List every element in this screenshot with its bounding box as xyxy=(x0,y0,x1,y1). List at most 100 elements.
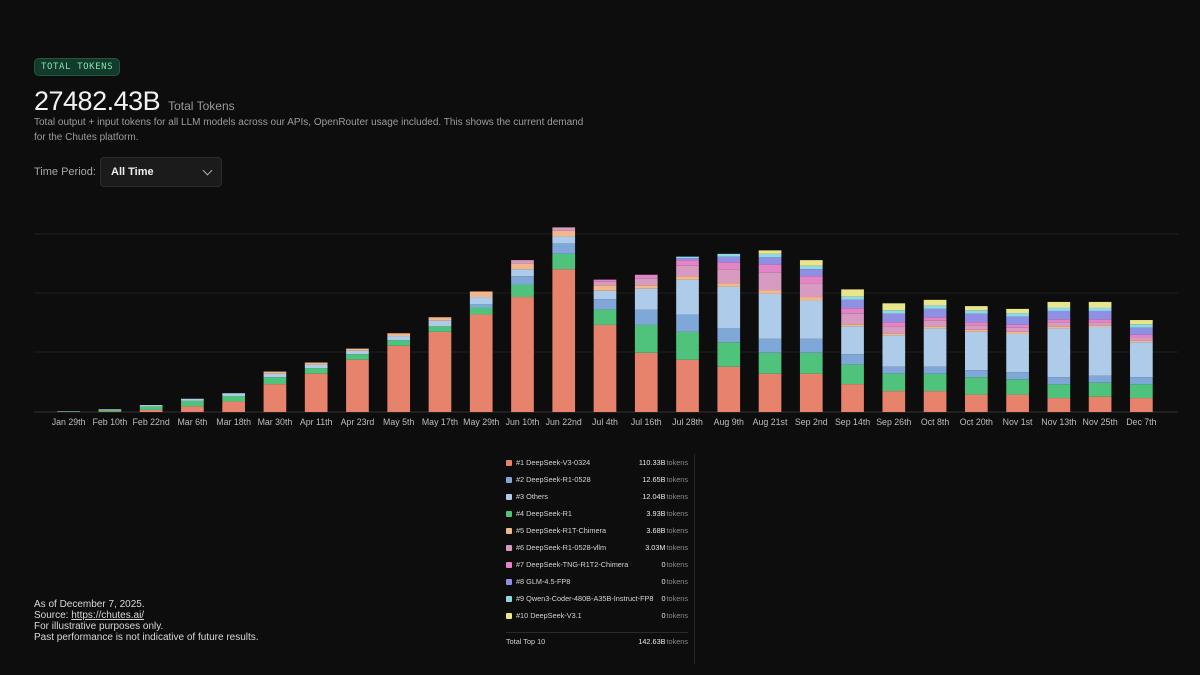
bar-segment xyxy=(964,331,988,371)
bar-segment xyxy=(1047,326,1071,329)
bar-segment xyxy=(1088,301,1112,308)
legend-swatch xyxy=(506,476,512,483)
x-tick-label: Nov 13th xyxy=(1041,417,1076,427)
x-tick-label: Nov 1st xyxy=(1003,417,1033,427)
bar-segment xyxy=(1088,310,1112,320)
footer-notes: As of December 7, 2025. Source: https://… xyxy=(34,599,259,643)
bar-segment xyxy=(469,307,493,315)
bar-segment xyxy=(304,373,328,412)
headline: 27482.43B Total Tokens xyxy=(34,86,235,117)
bar-segment xyxy=(98,409,122,412)
x-tick-label: Oct 8th xyxy=(921,417,949,427)
bar-segment xyxy=(1006,308,1029,314)
bar-segment xyxy=(923,308,947,318)
bar-segment xyxy=(799,338,823,353)
legend-label: #9 Qwen3-Coder-480B-A35B-Instruct-FP8 xyxy=(516,594,654,603)
x-tick-label: Sep 26th xyxy=(876,417,911,427)
bar-segment xyxy=(428,326,452,332)
total-tokens-label: Total Tokens xyxy=(168,99,235,113)
bar-segment xyxy=(799,276,823,284)
bar-segment xyxy=(1088,382,1112,397)
bar-segment xyxy=(593,281,617,286)
source-link[interactable]: https://chutes.ai/ xyxy=(71,610,145,621)
bar-segment xyxy=(1088,327,1112,376)
legend-label: #7 DeepSeek-TNG-R1T2-Chimera xyxy=(516,560,629,569)
bar-segment xyxy=(717,328,741,343)
x-tick-label: Jul 4th xyxy=(592,417,618,427)
time-period-select[interactable]: All Time xyxy=(100,157,222,187)
bar-segment xyxy=(222,395,246,402)
legend-unit: tokens xyxy=(666,526,689,535)
bar-segment xyxy=(511,260,534,264)
bar-segment xyxy=(387,336,411,341)
legend-label: #8 GLM-4.5-FP8 xyxy=(516,577,571,586)
bar-segment xyxy=(1088,375,1112,383)
bar-segment xyxy=(799,269,823,277)
x-tick-label: May 5th xyxy=(383,417,414,427)
bar-segment xyxy=(758,272,782,291)
bar-segment xyxy=(593,290,617,300)
legend-swatch xyxy=(506,459,512,466)
bar-segment xyxy=(263,384,287,412)
bar-segment xyxy=(1006,313,1029,317)
bar-segment xyxy=(552,227,576,231)
bar-segment xyxy=(923,373,947,392)
bar-segment xyxy=(882,366,906,374)
total-tokens-badge: TOTAL TOKENS xyxy=(34,58,121,76)
bar-segment xyxy=(923,326,947,329)
bar-segment xyxy=(1130,324,1153,328)
bar-segment xyxy=(1088,396,1112,412)
bar-segment xyxy=(1006,331,1029,334)
bar-segment xyxy=(923,320,947,327)
bar-segment xyxy=(841,364,864,385)
bar-segment xyxy=(799,352,823,374)
bar-segment xyxy=(882,310,906,314)
bar-segment xyxy=(717,256,741,263)
bar-segment xyxy=(1088,319,1112,323)
bar-segment xyxy=(469,297,493,305)
bar-segment xyxy=(139,409,163,412)
bar-segment xyxy=(139,406,163,410)
legend-swatch xyxy=(506,612,512,619)
bar-segment xyxy=(634,288,658,310)
legend-swatch xyxy=(506,544,512,551)
legend-unit: tokens xyxy=(666,560,689,569)
bar-segment xyxy=(758,253,782,258)
legend-swatch xyxy=(506,493,512,500)
bar-segment xyxy=(923,328,947,367)
x-tick-label: Jun 10th xyxy=(506,417,540,427)
bar-segment xyxy=(841,308,864,314)
bar-segment xyxy=(346,350,369,355)
bar-segment xyxy=(387,340,411,346)
bar-segment xyxy=(1130,377,1153,385)
bar-segment xyxy=(964,325,988,330)
bar-segment xyxy=(387,345,411,412)
bar-segment xyxy=(304,368,328,374)
bar-segment xyxy=(964,394,988,412)
legend-value: 3.03M xyxy=(645,543,666,552)
bar-segment xyxy=(841,296,864,300)
bar-segment xyxy=(1047,377,1071,385)
bar-segment xyxy=(304,362,328,365)
bar-segment xyxy=(923,299,947,306)
bar-segment xyxy=(1088,322,1112,326)
bar-segment xyxy=(469,291,493,298)
bar-segment xyxy=(428,320,452,327)
legend-item: #5 DeepSeek-R1T-Chimera 3.68B tokens xyxy=(506,522,688,539)
legend-unit: tokens xyxy=(666,594,689,603)
bar-segment xyxy=(799,283,823,298)
bar-segment xyxy=(1047,319,1071,323)
legend-item: #8 GLM-4.5-FP8 0 tokens xyxy=(506,573,688,590)
bar-segment xyxy=(181,406,204,412)
legend-item: #1 DeepSeek-V3-0324 110.33B tokens xyxy=(506,454,688,471)
legend-label: #6 DeepSeek-R1-0528-vllm xyxy=(516,543,607,552)
bar-segment xyxy=(634,352,658,412)
bar-segment xyxy=(1130,398,1153,412)
bar-segment xyxy=(634,274,658,279)
bar-segment xyxy=(552,243,576,254)
bar-segment xyxy=(1047,322,1071,327)
legend-swatch xyxy=(506,527,512,534)
bar-segment xyxy=(964,322,988,326)
x-tick-label: Apr 11th xyxy=(300,417,333,427)
bar-segment xyxy=(676,359,699,412)
